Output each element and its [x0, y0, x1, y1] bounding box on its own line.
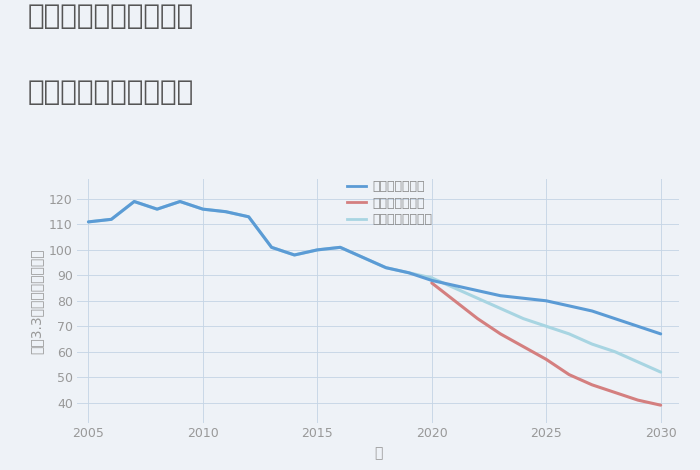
ノーマルシナリオ — [405, 270, 413, 275]
グッドシナリオ — [267, 244, 276, 250]
ノーマルシナリオ — [359, 255, 368, 260]
ノーマルシナリオ — [130, 199, 139, 204]
ノーマルシナリオ — [588, 341, 596, 347]
グッドシナリオ — [336, 244, 344, 250]
グッドシナリオ — [130, 199, 139, 204]
ノーマルシナリオ — [657, 369, 665, 375]
グッドシナリオ — [588, 308, 596, 314]
ノーマルシナリオ — [313, 247, 321, 253]
Line: グッドシナリオ: グッドシナリオ — [88, 202, 661, 334]
バッドシナリオ — [451, 298, 459, 304]
ノーマルシナリオ — [290, 252, 299, 258]
グッドシナリオ — [496, 293, 505, 298]
グッドシナリオ — [451, 283, 459, 289]
バッドシナリオ — [610, 390, 619, 395]
グッドシナリオ — [359, 255, 368, 260]
ノーマルシナリオ — [176, 199, 184, 204]
ノーマルシナリオ — [542, 323, 550, 329]
ノーマルシナリオ — [451, 285, 459, 291]
バッドシナリオ — [473, 316, 482, 321]
バッドシナリオ — [565, 372, 573, 377]
グッドシナリオ — [657, 331, 665, 337]
グッドシナリオ — [565, 303, 573, 309]
ノーマルシナリオ — [222, 209, 230, 214]
グッドシナリオ — [473, 288, 482, 293]
Line: バッドシナリオ: バッドシナリオ — [432, 283, 661, 405]
Text: 兵庫県加西市鎮岩町の: 兵庫県加西市鎮岩町の — [28, 2, 195, 31]
ノーマルシナリオ — [565, 331, 573, 337]
グッドシナリオ — [176, 199, 184, 204]
グッドシナリオ — [542, 298, 550, 304]
グッドシナリオ — [222, 209, 230, 214]
グッドシナリオ — [84, 219, 92, 225]
グッドシナリオ — [382, 265, 390, 271]
ノーマルシナリオ — [382, 265, 390, 271]
グッドシナリオ — [428, 278, 436, 283]
Line: ノーマルシナリオ: ノーマルシナリオ — [88, 202, 661, 372]
ノーマルシナリオ — [84, 219, 92, 225]
バッドシナリオ — [542, 357, 550, 362]
ノーマルシナリオ — [519, 316, 528, 321]
グッドシナリオ — [290, 252, 299, 258]
グッドシナリオ — [610, 316, 619, 321]
バッドシナリオ — [519, 344, 528, 350]
バッドシナリオ — [588, 382, 596, 388]
Y-axis label: 坪（3.3㎡）単価（万円）: 坪（3.3㎡）単価（万円） — [29, 248, 43, 353]
バッドシナリオ — [496, 331, 505, 337]
ノーマルシナリオ — [244, 214, 253, 219]
グッドシナリオ — [107, 217, 116, 222]
ノーマルシナリオ — [267, 244, 276, 250]
ノーマルシナリオ — [428, 275, 436, 281]
ノーマルシナリオ — [153, 206, 161, 212]
Text: 中古戸建ての価格推移: 中古戸建ての価格推移 — [28, 78, 195, 106]
ノーマルシナリオ — [610, 349, 619, 354]
ノーマルシナリオ — [107, 217, 116, 222]
バッドシナリオ — [657, 402, 665, 408]
ノーマルシナリオ — [634, 359, 642, 365]
グッドシナリオ — [405, 270, 413, 275]
ノーマルシナリオ — [496, 306, 505, 311]
ノーマルシナリオ — [336, 244, 344, 250]
バッドシナリオ — [428, 280, 436, 286]
グッドシナリオ — [313, 247, 321, 253]
グッドシナリオ — [519, 296, 528, 301]
X-axis label: 年: 年 — [374, 446, 382, 460]
グッドシナリオ — [153, 206, 161, 212]
ノーマルシナリオ — [473, 296, 482, 301]
Legend: グッドシナリオ, バッドシナリオ, ノーマルシナリオ: グッドシナリオ, バッドシナリオ, ノーマルシナリオ — [347, 180, 432, 227]
グッドシナリオ — [244, 214, 253, 219]
グッドシナリオ — [199, 206, 207, 212]
グッドシナリオ — [634, 323, 642, 329]
バッドシナリオ — [634, 397, 642, 403]
ノーマルシナリオ — [199, 206, 207, 212]
